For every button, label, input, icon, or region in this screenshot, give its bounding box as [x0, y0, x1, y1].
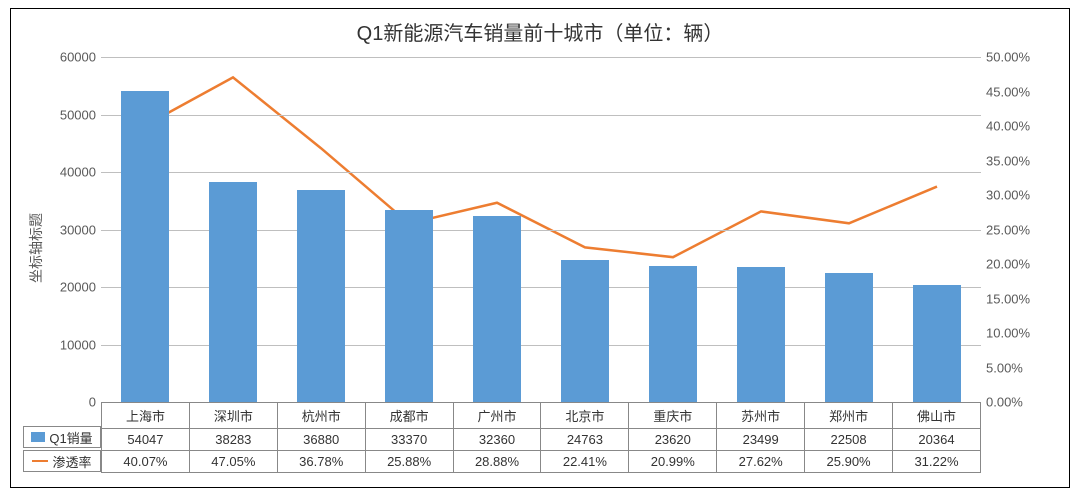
- table-cell: 23499: [717, 429, 805, 451]
- table-cell: 上海市: [102, 403, 190, 429]
- table-cell: 苏州市: [717, 403, 805, 429]
- bar: [297, 190, 345, 402]
- gridline: [101, 115, 981, 116]
- y-left-tick: 20000: [46, 280, 96, 295]
- table-cell: 36880: [277, 429, 365, 451]
- y-left-tick: 60000: [46, 50, 96, 65]
- chart-container: Q1新能源汽车销量前十城市（单位：辆） 坐标轴标题 01000020000300…: [10, 8, 1070, 488]
- table-cell: 22508: [805, 429, 893, 451]
- table-cell: 20.99%: [629, 451, 717, 473]
- table-cell: 成都市: [365, 403, 453, 429]
- table-cell: 北京市: [541, 403, 629, 429]
- table-cell: 40.07%: [102, 451, 190, 473]
- table-cell: 38283: [189, 429, 277, 451]
- table-cell: 深圳市: [189, 403, 277, 429]
- table-cell: 36.78%: [277, 451, 365, 473]
- legend-swatch-bar-icon: [31, 432, 45, 442]
- y-left-tick: 50000: [46, 107, 96, 122]
- y-left-tick: 40000: [46, 165, 96, 180]
- table-cell: 47.05%: [189, 451, 277, 473]
- bar: [649, 266, 697, 402]
- y-right-tick: 15.00%: [986, 291, 1046, 306]
- table-cell: 31.22%: [893, 451, 981, 473]
- y-right-tick: 20.00%: [986, 257, 1046, 272]
- table-cell: 32360: [453, 429, 541, 451]
- y-right-tick: 0.00%: [986, 395, 1046, 410]
- table-row-header-line: 渗透率: [23, 450, 101, 472]
- chart-title: Q1新能源汽车销量前十城市（单位：辆）: [11, 17, 1069, 46]
- table-cell: 54047: [102, 429, 190, 451]
- data-table: 上海市深圳市杭州市成都市广州市北京市重庆市苏州市郑州市佛山市5404738283…: [101, 402, 981, 473]
- table-row-line-values: 40.07%47.05%36.78%25.88%28.88%22.41%20.9…: [102, 451, 981, 473]
- y-right-tick: 30.00%: [986, 188, 1046, 203]
- bar: [913, 285, 961, 402]
- y-right-tick: 5.00%: [986, 360, 1046, 375]
- table-cell: 佛山市: [893, 403, 981, 429]
- table-cell: 杭州市: [277, 403, 365, 429]
- bar: [825, 273, 873, 402]
- y-right-tick: 35.00%: [986, 153, 1046, 168]
- table-row-categories: 上海市深圳市杭州市成都市广州市北京市重庆市苏州市郑州市佛山市: [102, 403, 981, 429]
- legend-label-bar: Q1销量: [49, 428, 92, 447]
- table-row-bar-values: 5404738283368803337032360247632362023499…: [102, 429, 981, 451]
- y-left-tick: 30000: [46, 222, 96, 237]
- legend-label-line: 渗透率: [52, 452, 91, 471]
- table-cell: 33370: [365, 429, 453, 451]
- y-right-tick: 40.00%: [986, 119, 1046, 134]
- y-axis-label: 坐标轴标题: [26, 213, 46, 283]
- table-cell: 23620: [629, 429, 717, 451]
- gridline: [101, 172, 981, 173]
- bar: [209, 182, 257, 402]
- gridline: [101, 57, 981, 58]
- table-cell: 25.88%: [365, 451, 453, 473]
- bar: [561, 260, 609, 402]
- y-right-tick: 25.00%: [986, 222, 1046, 237]
- table-cell: 22.41%: [541, 451, 629, 473]
- bar: [385, 210, 433, 402]
- y-right-tick: 50.00%: [986, 50, 1046, 65]
- table-cell: 24763: [541, 429, 629, 451]
- legend-swatch-line-icon: [32, 460, 48, 462]
- table-cell: 27.62%: [717, 451, 805, 473]
- table-row-header-bar: Q1销量: [23, 426, 101, 448]
- y-right-tick: 10.00%: [986, 326, 1046, 341]
- bar: [737, 267, 785, 402]
- table-cell: 广州市: [453, 403, 541, 429]
- bar: [473, 216, 521, 402]
- table-cell: 重庆市: [629, 403, 717, 429]
- table-row-header-categories: [23, 402, 101, 424]
- table-cell: 郑州市: [805, 403, 893, 429]
- plot-area: 01000020000300004000050000600000.00%5.00…: [101, 57, 981, 402]
- y-left-tick: 10000: [46, 337, 96, 352]
- table-cell: 28.88%: [453, 451, 541, 473]
- table-cell: 20364: [893, 429, 981, 451]
- table-cell: 25.90%: [805, 451, 893, 473]
- y-right-tick: 45.00%: [986, 84, 1046, 99]
- bar: [121, 91, 169, 402]
